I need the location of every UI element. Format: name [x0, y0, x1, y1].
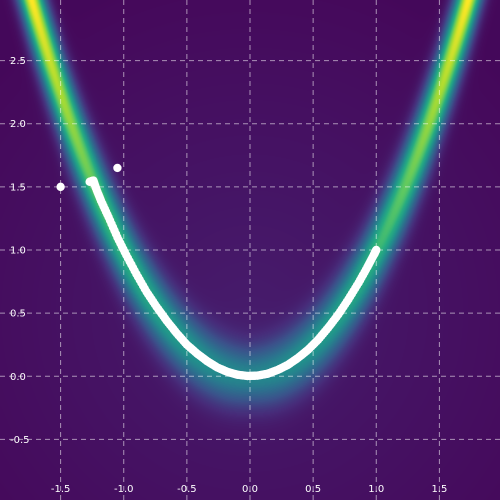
trajectory-point-1	[113, 163, 122, 173]
y-tick-label-2: 0.5	[10, 309, 26, 320]
x-tick-label-1: -1.0	[114, 484, 134, 495]
y-tick-label-0: -0.5	[10, 435, 30, 446]
x-tick-label-4: 0.5	[305, 484, 321, 495]
x-tick-labels: -1.5 -1.0 -0.5 0.0 0.5 1.0 1.5	[51, 484, 447, 495]
y-tick-labels: -0.5 0.0 0.5 1.0 1.5 2.0 2.5	[10, 56, 30, 446]
y-tick-label-6: 2.5	[10, 56, 26, 67]
trajectory-point-0	[56, 182, 65, 192]
x-tick-label-5: 1.0	[368, 484, 384, 495]
y-tick-label-5: 2.0	[10, 119, 26, 130]
x-tick-label-3: 0.0	[242, 484, 258, 495]
x-tick-label-2: -0.5	[177, 484, 197, 495]
y-tick-label-4: 1.5	[10, 182, 26, 193]
y-tick-label-3: 1.0	[10, 246, 26, 257]
x-tick-label-6: 1.5	[431, 484, 447, 495]
trajectory	[56, 163, 381, 381]
y-tick-label-1: 0.0	[10, 372, 26, 383]
x-tick-label-0: -1.5	[51, 484, 71, 495]
trajectory-point-194	[372, 245, 381, 255]
